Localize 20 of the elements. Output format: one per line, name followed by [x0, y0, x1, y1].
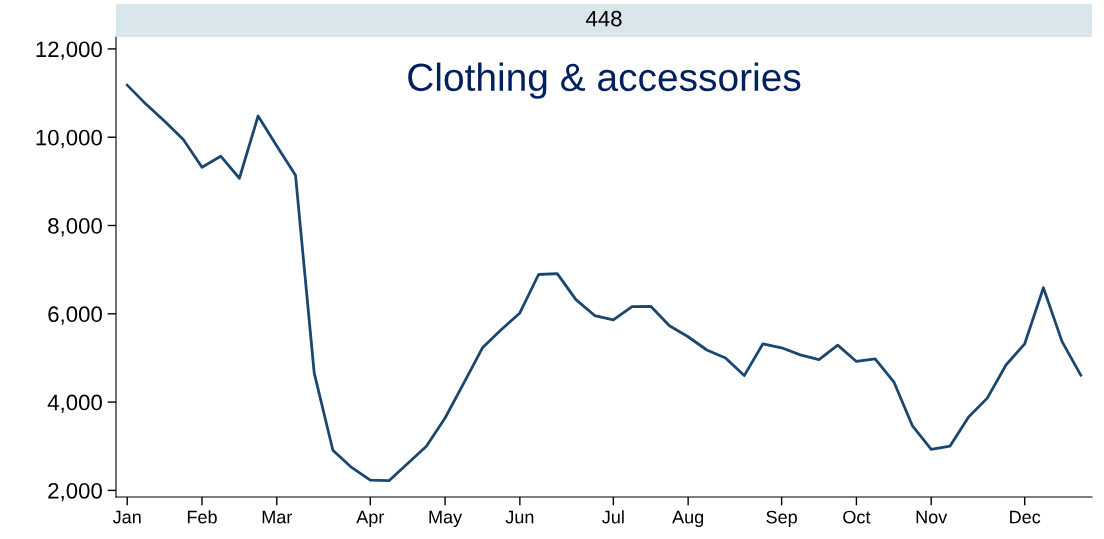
x-tick-label: Dec — [1010, 510, 1041, 524]
x-tick-label: Apr — [356, 510, 385, 528]
x-tick-label: Jul — [602, 510, 624, 524]
x-tick-label: Mar — [262, 510, 293, 524]
y-tick-label: 12,000 — [36, 41, 102, 60]
x-tick-label: Feb — [187, 510, 217, 524]
y-tick-label: 8,000 — [48, 218, 102, 237]
y-tick-label: 6,000 — [48, 306, 102, 325]
chart-title: 448 — [585, 10, 622, 27]
x-tick-label: Nov — [916, 510, 948, 524]
x-tick-label: Jun — [505, 510, 534, 524]
y-tick-label: 2,000 — [48, 482, 102, 502]
x-tick-label: Jan — [112, 510, 141, 524]
x-tick-label: Aug — [672, 510, 704, 528]
y-tick-label: 10,000 — [36, 129, 102, 149]
x-tick-label: Sep — [766, 510, 797, 528]
text: Clothing & accessories — [408, 62, 801, 99]
y-tick-label: 4,000 — [47, 394, 102, 413]
x-tick-label: May — [429, 510, 463, 528]
x-tick-label: Oct — [843, 510, 871, 524]
